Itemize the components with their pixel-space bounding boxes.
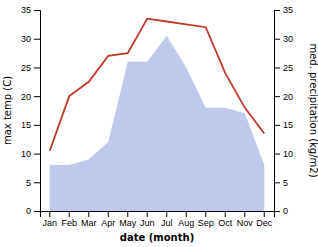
tick: Feb: [61, 211, 77, 228]
tick: 30: [274, 34, 293, 44]
tick-label: Jul: [161, 218, 173, 228]
axis-line: [34, 11, 41, 212]
tick-mark: [274, 211, 280, 212]
tick-mark: [244, 211, 245, 217]
tick: 15: [21, 120, 40, 130]
tick-mark: [186, 211, 187, 217]
tick: 35: [274, 5, 293, 15]
tick: 5: [274, 178, 288, 188]
tick-label: Apr: [101, 218, 115, 228]
plot-area: [50, 19, 265, 211]
tick-label: 20: [283, 92, 293, 102]
y2-axis: 0 5 10 15 20 25 30 35: [274, 5, 293, 216]
axis-line: [41, 212, 275, 218]
tick-label: Oct: [218, 218, 233, 228]
tick-label: 10: [283, 149, 293, 159]
tick-mark: [225, 211, 226, 217]
tick-label: 30: [283, 34, 293, 44]
tick-label: 5: [26, 178, 31, 188]
tick: May: [119, 211, 137, 228]
tick-label: Jan: [42, 218, 57, 228]
tick-label: Mar: [81, 218, 97, 228]
tick-mark: [147, 211, 148, 217]
y-axis: 0 5 10 15 20 25 30 35: [21, 5, 41, 216]
tick-mark: [34, 182, 40, 183]
tick: 15: [274, 120, 293, 130]
tick: 20: [21, 92, 40, 102]
tick-mark: [274, 96, 280, 97]
tick-mark: [108, 211, 109, 217]
tick-mark: [205, 211, 206, 217]
tick: Mar: [81, 211, 97, 228]
tick: 25: [274, 63, 293, 73]
tick-mark: [34, 211, 40, 212]
tick-label: 5: [283, 178, 288, 188]
tick-mark: [34, 154, 40, 155]
tick-mark: [274, 67, 280, 68]
x-axis-title: date (month): [120, 232, 194, 243]
tick-mark: [34, 96, 40, 97]
tick: 10: [274, 149, 293, 159]
tick: 0: [274, 206, 288, 216]
x-axis: Jan Feb Mar Apr MayJun Jul Aug Sep Oct NovDec: [41, 211, 275, 228]
tick-label: 35: [21, 5, 31, 15]
tick-label: 0: [26, 206, 31, 216]
tick: 25: [21, 63, 40, 73]
tick-mark: [34, 125, 40, 126]
line: [50, 19, 265, 151]
tick-label: May: [119, 218, 137, 228]
tick-label: Feb: [61, 218, 77, 228]
tick-label: Dec: [256, 218, 273, 228]
tick-mark: [274, 10, 280, 11]
tick: Sep: [198, 211, 214, 228]
tick-mark: [166, 211, 167, 217]
tick-label: 10: [21, 149, 31, 159]
tick: Jan: [42, 211, 57, 228]
tick-label: 35: [283, 5, 293, 15]
tick-mark: [49, 211, 50, 217]
tick-label: Sep: [198, 218, 214, 228]
tick: 0: [26, 206, 40, 216]
tick-mark: [264, 211, 265, 217]
tick: Aug: [178, 211, 194, 228]
tick-mark: [88, 211, 89, 217]
y2-axis-title: med. precipitation (kg/m2): [308, 43, 318, 177]
tick: Nov: [237, 211, 254, 228]
tick-label: Aug: [178, 218, 194, 228]
tick-label: Jun: [140, 218, 155, 228]
tick-mark: [274, 39, 280, 40]
tick-mark: [69, 211, 70, 217]
tick: 10: [21, 149, 40, 159]
tick: Jun: [140, 211, 155, 228]
tick-mark: [34, 39, 40, 40]
chart: Jan Feb Mar Apr MayJun Jul Aug Sep Oct NovDec 0 5 10…: [0, 0, 318, 247]
tick-mark: [274, 182, 280, 183]
tick-mark: [274, 125, 280, 126]
tick-label: 25: [283, 63, 293, 73]
area: [50, 36, 265, 211]
tick: Jul: [161, 211, 173, 228]
tick: 30: [21, 34, 40, 44]
tick: Dec: [256, 211, 273, 228]
tick-label: 15: [283, 120, 293, 130]
tick-label: 30: [21, 34, 31, 44]
y-axis-title: max temp (C): [2, 76, 13, 145]
tick-label: Nov: [237, 218, 254, 228]
tick: Apr: [101, 211, 115, 228]
tick-mark: [127, 211, 128, 217]
tick-label: 25: [21, 63, 31, 73]
tick-label: 15: [21, 120, 31, 130]
tick: 35: [21, 5, 40, 15]
tick-mark: [34, 10, 40, 11]
tick: 20: [274, 92, 293, 102]
tick: 5: [26, 178, 40, 188]
tick-label: 0: [283, 206, 288, 216]
tick-mark: [274, 154, 280, 155]
tick-label: 20: [21, 92, 31, 102]
tick-mark: [34, 67, 40, 68]
axis-line: [275, 11, 281, 212]
tick: Oct: [218, 211, 233, 228]
